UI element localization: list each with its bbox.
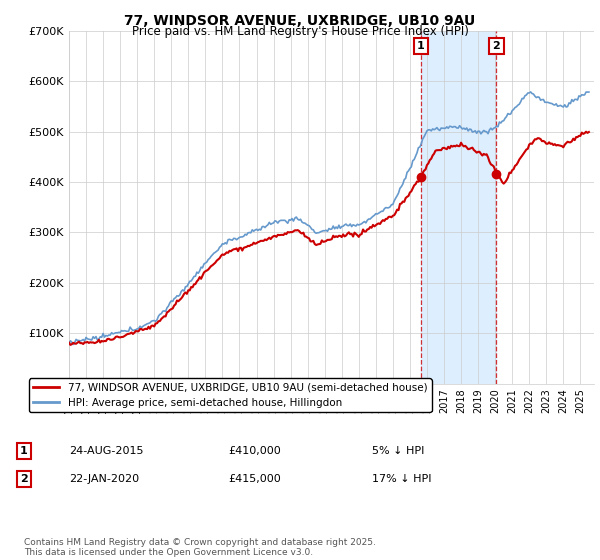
- 77, WINDSOR AVENUE, UXBRIDGE, UB10 9AU (semi-detached house): [583, 128, 590, 135]
- Text: Price paid vs. HM Land Registry's House Price Index (HPI): Price paid vs. HM Land Registry's House …: [131, 25, 469, 38]
- 77, WINDSOR AVENUE, UXBRIDGE, UB10 9AU (semi-detached house): [67, 342, 74, 348]
- HPI: Average price, semi-detached house, Hillingdon: (2.02e+03, 4.96e+05): Average price, semi-detached house, Hill…: [422, 130, 429, 137]
- HPI: Average price, semi-detached house, Hillingdon: (2e+03, 7.76e+04): Average price, semi-detached house, Hill…: [70, 341, 77, 348]
- Line: HPI: Average price, semi-detached house, Hillingdon: HPI: Average price, semi-detached house,…: [69, 92, 589, 344]
- 77, WINDSOR AVENUE, UXBRIDGE, UB10 9AU (semi-detached house): [453, 142, 460, 148]
- Text: 2: 2: [493, 41, 500, 51]
- Bar: [421, 31, 496, 384]
- Text: Contains HM Land Registry data © Crown copyright and database right 2025.
This d: Contains HM Land Registry data © Crown c…: [24, 538, 376, 557]
- Text: 17% ↓ HPI: 17% ↓ HPI: [372, 474, 431, 484]
- Legend: 77, WINDSOR AVENUE, UXBRIDGE, UB10 9AU (semi-detached house), HPI: Average price: 77, WINDSOR AVENUE, UXBRIDGE, UB10 9AU (…: [29, 379, 431, 412]
- Line: 77, WINDSOR AVENUE, UXBRIDGE, UB10 9AU (semi-detached house): 77, WINDSOR AVENUE, UXBRIDGE, UB10 9AU (…: [69, 132, 589, 345]
- HPI: Average price, semi-detached house, Hillingdon: (2e+03, 8.88e+04): Average price, semi-detached house, Hill…: [84, 335, 91, 342]
- 77, WINDSOR AVENUE, UXBRIDGE, UB10 9AU (semi-detached house): [422, 166, 429, 173]
- 77, WINDSOR AVENUE, UXBRIDGE, UB10 9AU (semi-detached house): [65, 339, 73, 346]
- Text: £410,000: £410,000: [228, 446, 281, 456]
- 77, WINDSOR AVENUE, UXBRIDGE, UB10 9AU (semi-detached house): [84, 339, 91, 346]
- Text: 1: 1: [20, 446, 28, 456]
- HPI: Average price, semi-detached house, Hillingdon: (2.01e+03, 3.02e+05): Average price, semi-detached house, Hill…: [318, 228, 325, 235]
- 77, WINDSOR AVENUE, UXBRIDGE, UB10 9AU (semi-detached house): [585, 129, 592, 136]
- 77, WINDSOR AVENUE, UXBRIDGE, UB10 9AU (semi-detached house): [571, 137, 578, 143]
- Text: 24-AUG-2015: 24-AUG-2015: [69, 446, 143, 456]
- HPI: Average price, semi-detached house, Hillingdon: (2e+03, 9.33e+04): Average price, semi-detached house, Hill…: [92, 333, 100, 340]
- HPI: Average price, semi-detached house, Hillingdon: (2.02e+03, 5.79e+05): Average price, semi-detached house, Hill…: [527, 88, 534, 95]
- 77, WINDSOR AVENUE, UXBRIDGE, UB10 9AU (semi-detached house): [92, 339, 100, 346]
- Text: 2: 2: [20, 474, 28, 484]
- Text: £415,000: £415,000: [228, 474, 281, 484]
- HPI: Average price, semi-detached house, Hillingdon: (2.03e+03, 5.78e+05): Average price, semi-detached house, Hill…: [585, 88, 592, 95]
- Text: 1: 1: [417, 41, 425, 51]
- Text: 22-JAN-2020: 22-JAN-2020: [69, 474, 139, 484]
- HPI: Average price, semi-detached house, Hillingdon: (2e+03, 7.99e+04): Average price, semi-detached house, Hill…: [65, 340, 73, 347]
- HPI: Average price, semi-detached house, Hillingdon: (2.02e+03, 5.07e+05): Average price, semi-detached house, Hill…: [453, 124, 460, 131]
- 77, WINDSOR AVENUE, UXBRIDGE, UB10 9AU (semi-detached house): [318, 237, 325, 244]
- Text: 5% ↓ HPI: 5% ↓ HPI: [372, 446, 424, 456]
- Text: 77, WINDSOR AVENUE, UXBRIDGE, UB10 9AU: 77, WINDSOR AVENUE, UXBRIDGE, UB10 9AU: [124, 14, 476, 28]
- HPI: Average price, semi-detached house, Hillingdon: (2.02e+03, 5.64e+05): Average price, semi-detached house, Hill…: [572, 96, 580, 102]
